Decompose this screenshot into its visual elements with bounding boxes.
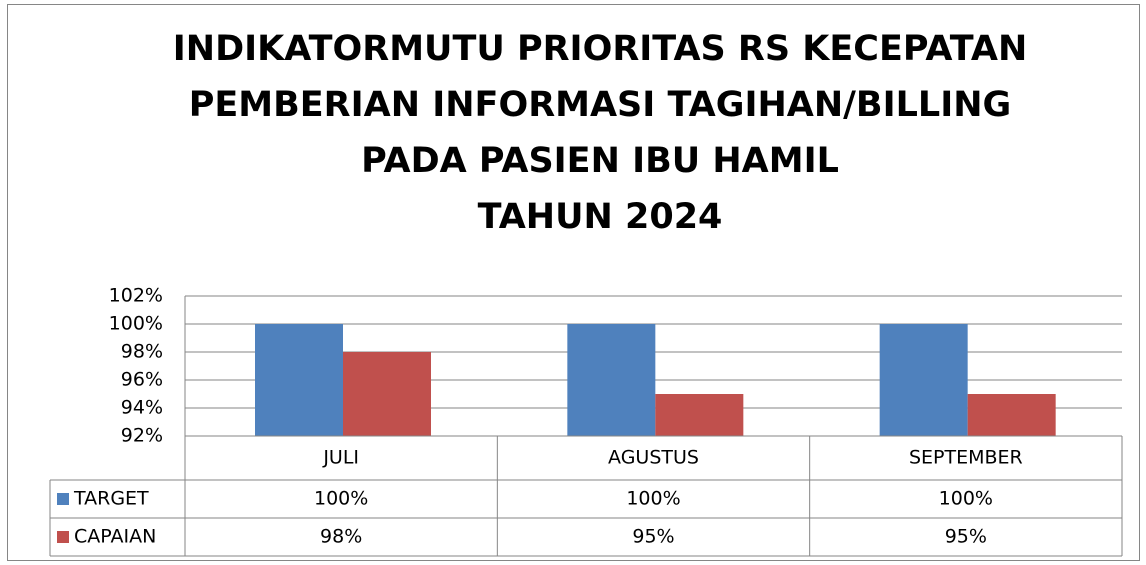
legend-key [57, 531, 69, 543]
chart-title: PEMBERIAN INFORMASI TAGIHAN/BILLING [189, 85, 1012, 125]
table-cell: 95% [632, 526, 674, 548]
bar [255, 324, 343, 436]
chart-title: INDIKATORMUTU PRIORITAS RS KECEPATAN [173, 29, 1028, 69]
y-tick-label: 94% [121, 397, 163, 419]
bar [967, 394, 1056, 436]
legend-label: TARGET [73, 488, 149, 510]
table-cell: 100% [939, 488, 993, 510]
y-tick-label: 96% [121, 369, 163, 391]
table-cell: 98% [320, 526, 362, 548]
bar [879, 324, 968, 436]
table-header: JULI [322, 447, 359, 469]
chart-title: TAHUN 2024 [478, 197, 723, 237]
bar [343, 352, 431, 436]
legend-label: CAPAIAN [74, 526, 156, 548]
table-cell: 100% [626, 488, 680, 510]
y-tick-label: 100% [109, 313, 163, 335]
y-tick-label: 102% [109, 285, 163, 307]
bar [655, 394, 744, 436]
table-header: SEPTEMBER [909, 447, 1023, 469]
chart-frame [7, 4, 1140, 561]
legend-key [57, 493, 69, 505]
table-cell: 100% [314, 488, 368, 510]
table-header: AGUSTUS [608, 447, 699, 469]
table-cell: 95% [945, 526, 987, 548]
chart-title: PADA PASIEN IBU HAMIL [361, 141, 839, 181]
y-tick-label: 92% [121, 425, 163, 447]
bar [567, 324, 656, 436]
y-tick-label: 98% [121, 341, 163, 363]
